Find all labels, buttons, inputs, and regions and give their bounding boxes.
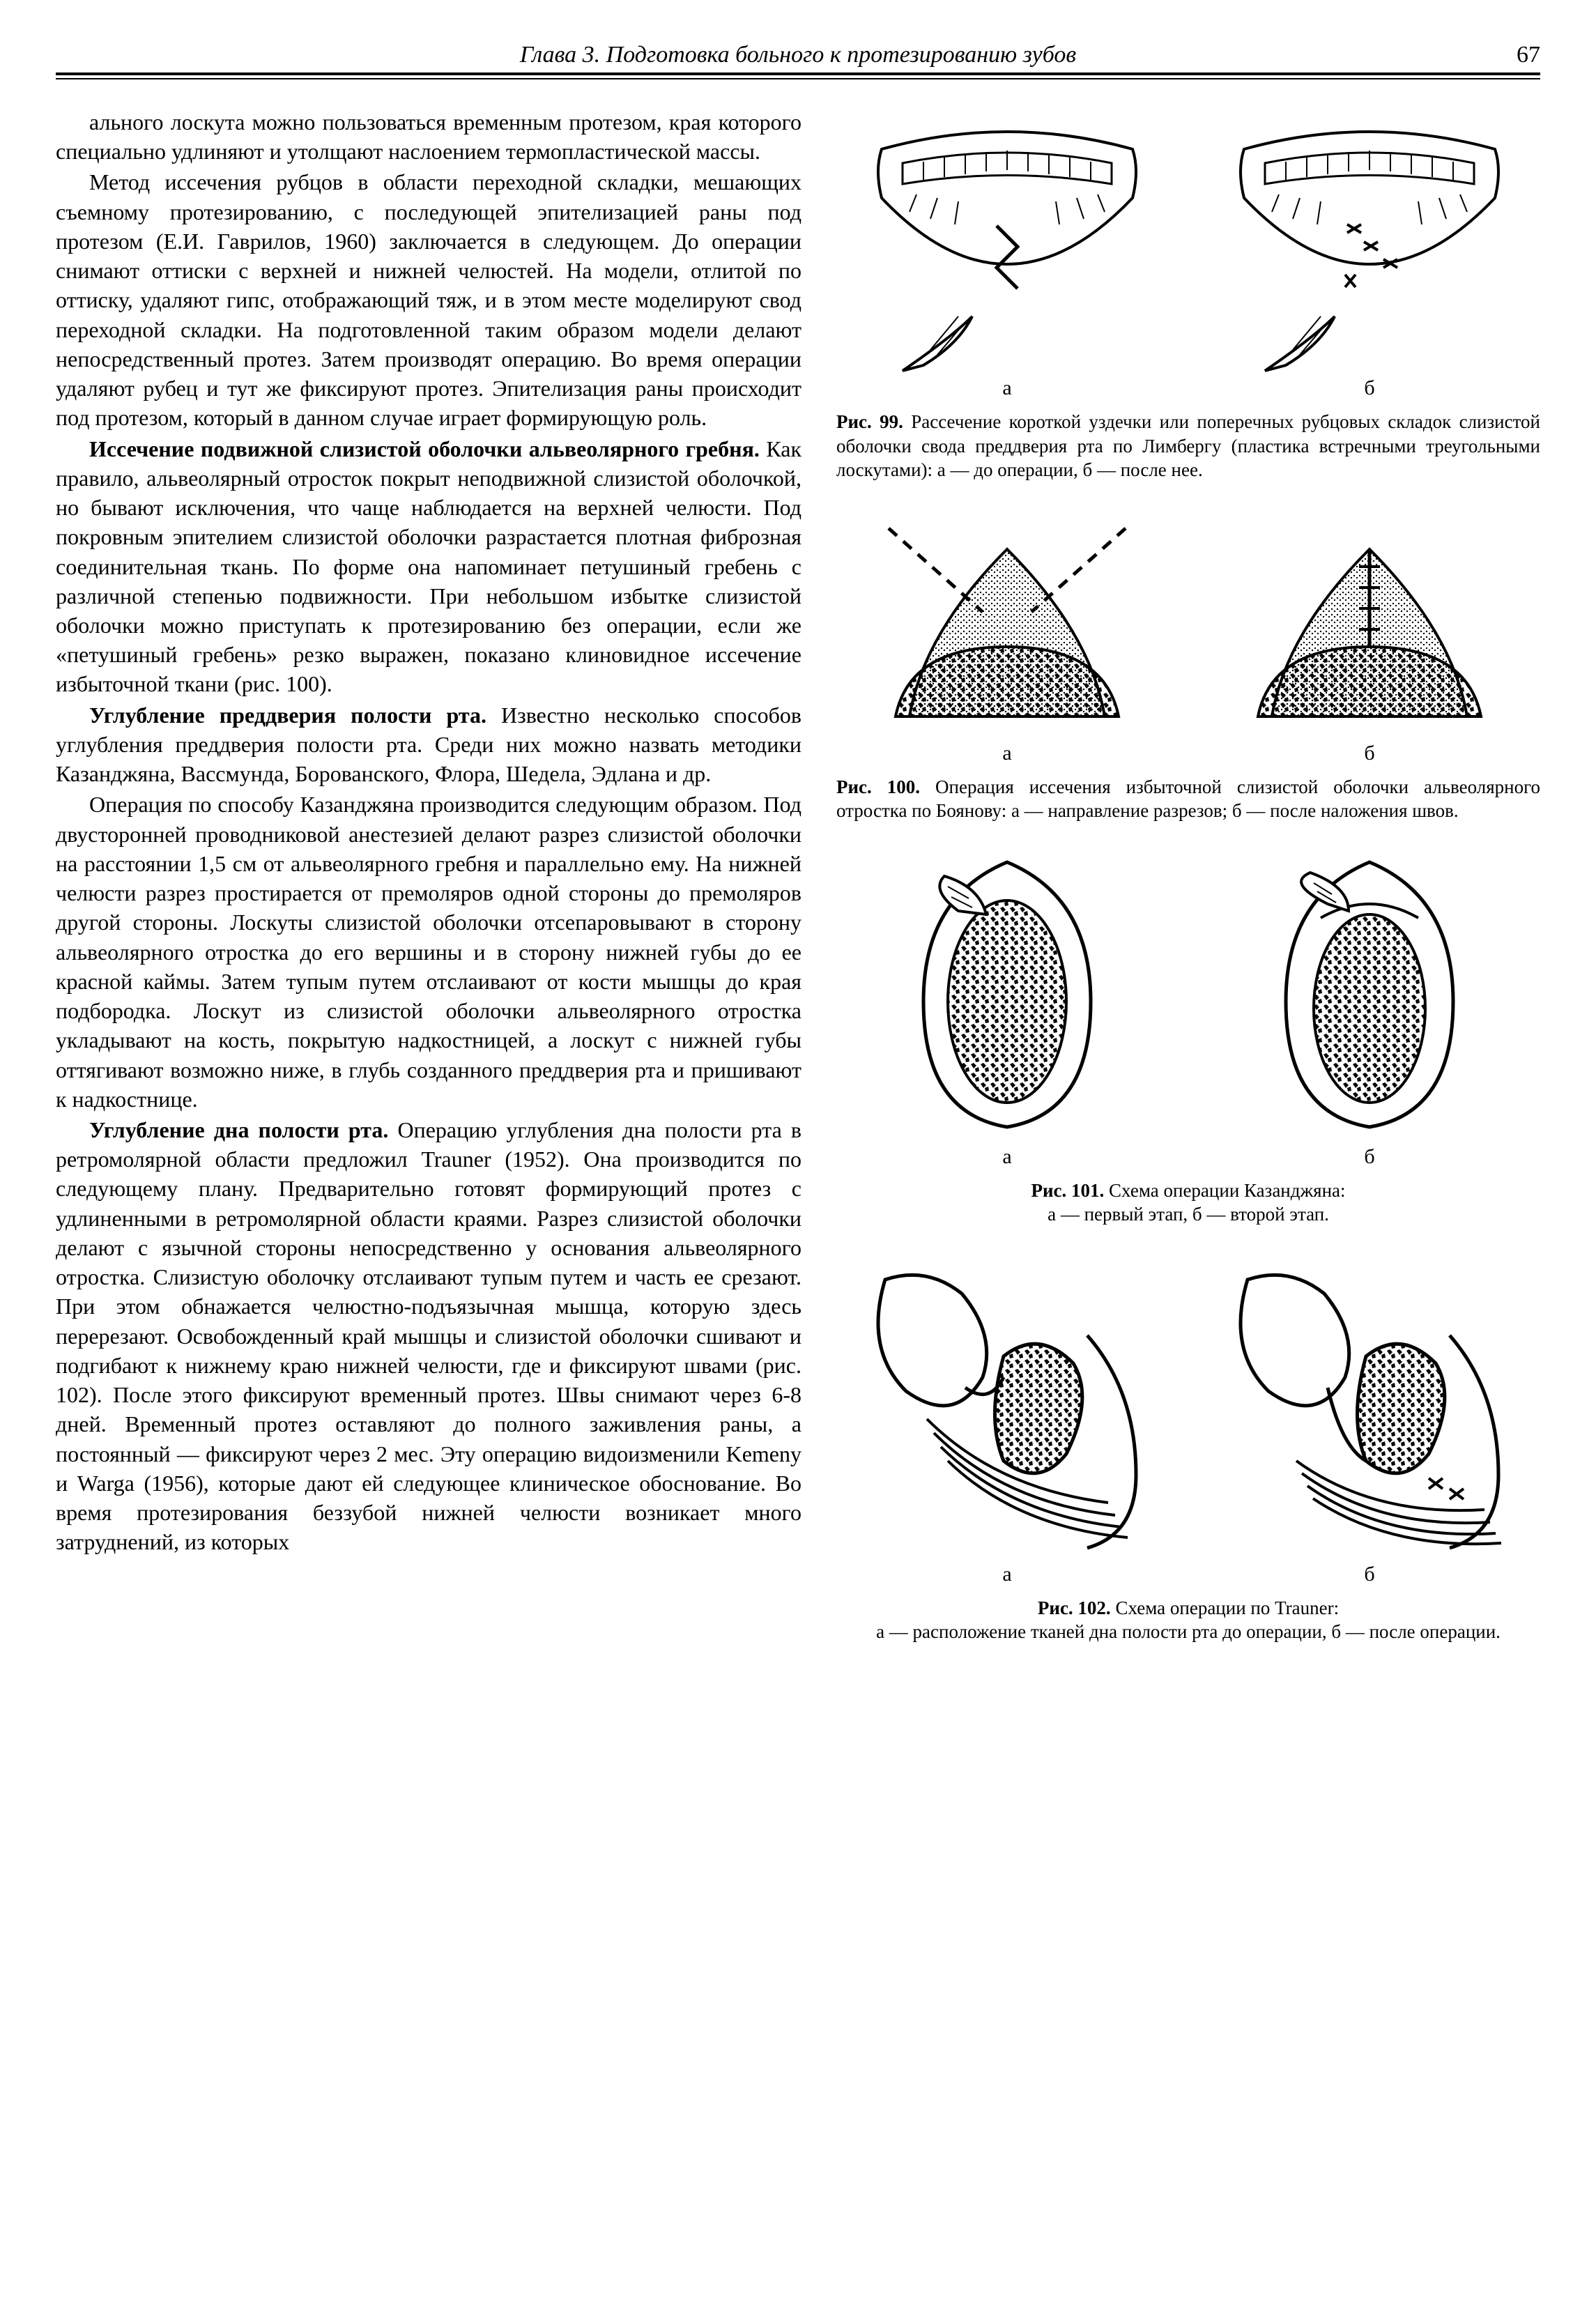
figure-100-label-a: а — [868, 742, 1146, 765]
figure-99-panel-b: б — [1223, 107, 1516, 400]
figure-99: а — [836, 107, 1540, 482]
paragraph: ального лоскута можно пользоваться време… — [56, 107, 801, 166]
figure-101-panel-b: б — [1244, 848, 1495, 1169]
figure-101-caption: Рис. 101. Схема операции Казанджяна: а —… — [836, 1179, 1540, 1227]
body-text-column: ального лоскута можно пользоваться време… — [56, 107, 801, 1669]
main-content: ального лоскута можно пользоваться време… — [56, 107, 1540, 1669]
page-number: 67 — [1484, 42, 1540, 68]
figure-99-caption: Рис. 99. Рассечение короткой уздечки или… — [836, 410, 1540, 482]
figure-100: а — [836, 507, 1540, 823]
paragraph: Метод иссечения рубцов в области переход… — [56, 167, 801, 432]
figure-99-label-a: а — [861, 376, 1153, 400]
figure-101-label-a: а — [882, 1145, 1133, 1169]
figure-102-label-a: а — [857, 1563, 1157, 1586]
paragraph-body: Как правило, альвеолярный отросток покры… — [56, 436, 801, 697]
figure-102-panel-a: а — [857, 1252, 1157, 1586]
figure-102-caption: Рис. 102. Схема операции по Trauner: а —… — [836, 1596, 1540, 1644]
figure-99-label-b: б — [1223, 376, 1516, 400]
section-heading: Углубление дна полости рта. — [89, 1117, 388, 1142]
chapter-title: Глава 3. Подготовка больного к протезиро… — [112, 42, 1484, 68]
figure-102-label-b: б — [1220, 1563, 1519, 1586]
section-heading: Иссечение подвижной слизистой оболочки а… — [89, 436, 760, 461]
figure-102-panel-b: б — [1220, 1252, 1519, 1586]
page-header: Глава 3. Подготовка больного к протезиро… — [56, 42, 1540, 75]
figure-100-panel-a: а — [868, 507, 1146, 765]
figure-101: а — [836, 848, 1540, 1227]
figure-99-panel-a: а — [861, 107, 1153, 400]
figure-100-caption: Рис. 100. Операция иссечения избыточной … — [836, 775, 1540, 823]
section-heading: Углубление преддверия полости рта. — [89, 703, 486, 728]
paragraph: Операция по способу Казанджяна производи… — [56, 790, 801, 1114]
figure-column: а — [836, 107, 1540, 1669]
figure-101-label-b: б — [1244, 1145, 1495, 1169]
paragraph: Иссечение подвижной слизистой оболочки а… — [56, 434, 801, 699]
figure-101-panel-a: а — [882, 848, 1133, 1169]
figure-100-label-b: б — [1230, 742, 1509, 765]
figure-100-panel-b: б — [1230, 507, 1509, 765]
paragraph-body: Операцию углубления дна полости рта в ре… — [56, 1117, 801, 1554]
paragraph: Углубление преддверия полости рта. Извес… — [56, 700, 801, 789]
paragraph: Углубление дна полости рта. Операцию угл… — [56, 1115, 801, 1557]
figure-102: а — [836, 1252, 1540, 1644]
